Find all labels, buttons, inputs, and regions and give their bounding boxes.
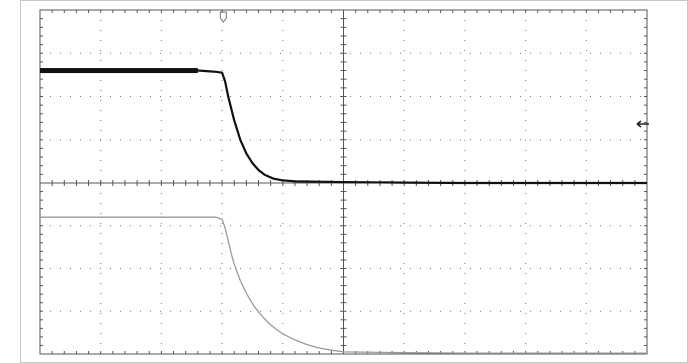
trigger-position-marker-icon: [219, 11, 227, 23]
level-arrow-shape: [636, 120, 649, 128]
trace-line-ch1: [40, 69, 647, 185]
trace-noise-band-ch1: [40, 68, 198, 74]
trace-line-ch2: [40, 216, 647, 354]
trigger-level-arrow-icon: [636, 120, 649, 128]
trigger-marker-shape: [219, 11, 227, 23]
